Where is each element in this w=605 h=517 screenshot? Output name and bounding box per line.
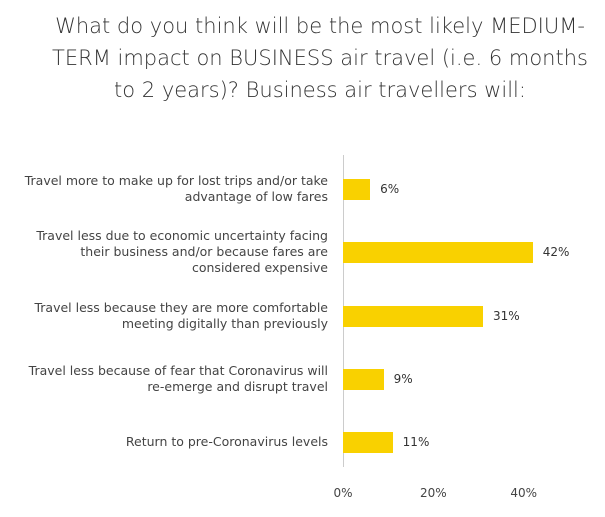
- value-label: 31%: [493, 309, 520, 323]
- value-label: 6%: [380, 182, 400, 196]
- x-tick-label: 20%: [419, 486, 447, 500]
- bar: [343, 368, 384, 390]
- bar: [343, 178, 371, 200]
- x-tick-label: 40%: [510, 486, 537, 500]
- category-label: Travel more to make up for lost trips an…: [24, 173, 328, 204]
- category-label: Travel less because they are more comfor…: [34, 300, 328, 331]
- value-label: 11%: [402, 435, 430, 449]
- chart-title: What do you think will be the most likel…: [52, 14, 588, 102]
- bar: [343, 241, 533, 263]
- category-label: Travel less due to economic uncertainty …: [36, 228, 328, 275]
- bar: [343, 305, 484, 327]
- value-label: 42%: [542, 245, 570, 259]
- x-tick-label: 0%: [333, 486, 353, 500]
- category-label: Travel less because of fear that Coronav…: [28, 363, 328, 394]
- category-label: Return to pre-Coronavirus levels: [125, 434, 328, 449]
- value-label: 9%: [393, 372, 413, 386]
- bar: [343, 431, 393, 453]
